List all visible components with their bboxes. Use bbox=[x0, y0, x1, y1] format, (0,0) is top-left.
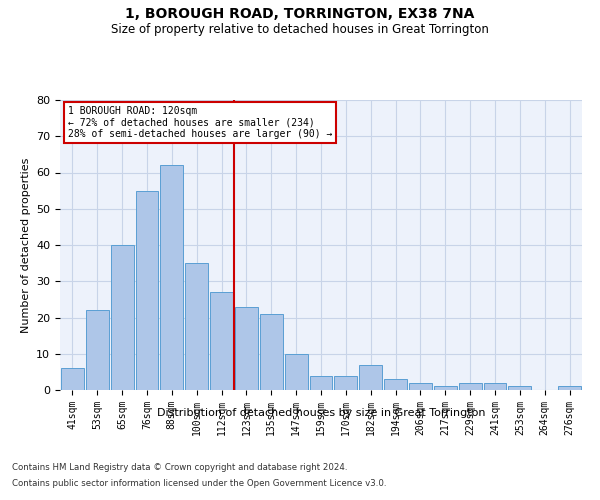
Bar bbox=[484, 383, 506, 390]
Bar bbox=[459, 383, 482, 390]
Bar bbox=[359, 364, 382, 390]
Text: Size of property relative to detached houses in Great Torrington: Size of property relative to detached ho… bbox=[111, 22, 489, 36]
Bar bbox=[384, 379, 407, 390]
Bar bbox=[61, 368, 84, 390]
Y-axis label: Number of detached properties: Number of detached properties bbox=[20, 158, 31, 332]
Text: Contains public sector information licensed under the Open Government Licence v3: Contains public sector information licen… bbox=[12, 478, 386, 488]
Bar bbox=[210, 292, 233, 390]
Bar bbox=[334, 376, 357, 390]
Text: Contains HM Land Registry data © Crown copyright and database right 2024.: Contains HM Land Registry data © Crown c… bbox=[12, 464, 347, 472]
Text: Distribution of detached houses by size in Great Torrington: Distribution of detached houses by size … bbox=[157, 408, 485, 418]
Bar bbox=[86, 310, 109, 390]
Text: 1 BOROUGH ROAD: 120sqm
← 72% of detached houses are smaller (234)
28% of semi-de: 1 BOROUGH ROAD: 120sqm ← 72% of detached… bbox=[68, 106, 332, 139]
Bar bbox=[160, 165, 183, 390]
Bar bbox=[136, 190, 158, 390]
Bar bbox=[185, 263, 208, 390]
Bar bbox=[260, 314, 283, 390]
Bar bbox=[235, 306, 258, 390]
Bar bbox=[508, 386, 531, 390]
Bar bbox=[111, 245, 134, 390]
Bar bbox=[558, 386, 581, 390]
Bar bbox=[409, 383, 432, 390]
Bar bbox=[310, 376, 332, 390]
Text: 1, BOROUGH ROAD, TORRINGTON, EX38 7NA: 1, BOROUGH ROAD, TORRINGTON, EX38 7NA bbox=[125, 8, 475, 22]
Bar bbox=[434, 386, 457, 390]
Bar bbox=[285, 354, 308, 390]
